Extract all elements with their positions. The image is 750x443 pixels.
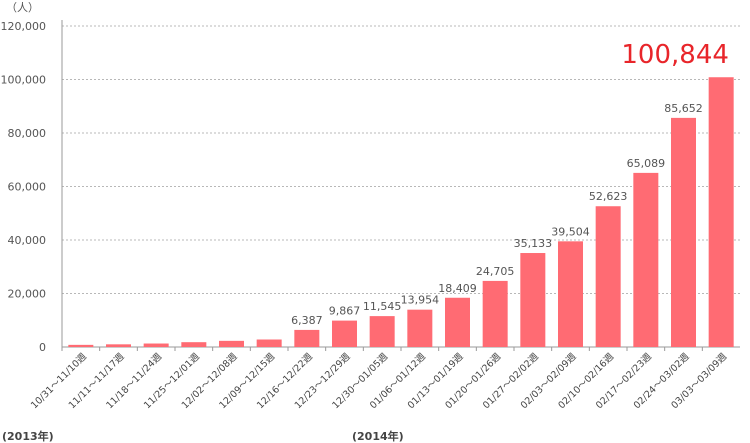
x-axis-ticks: 10/31～11/10週11/11～11/17週11/18～11/24週11/2…	[28, 347, 730, 411]
data-label: 65,089	[627, 157, 666, 170]
bar	[595, 206, 621, 347]
y-tick-label: 0	[39, 341, 46, 354]
data-label: 18,409	[438, 282, 477, 295]
bar	[482, 280, 508, 347]
y-tick-label: 20,000	[8, 288, 47, 301]
data-label: 52,623	[589, 190, 628, 203]
y-tick-label: 100,000	[1, 74, 47, 87]
highlight-data-label: 100,844	[621, 40, 729, 70]
bar	[294, 329, 320, 347]
data-label: 6,387	[291, 314, 323, 327]
bar	[671, 117, 696, 348]
bar	[332, 320, 357, 347]
bar	[369, 316, 395, 347]
y-axis-ticks: 0 20,000 40,000 60,000 80,000 100,000 120,000	[1, 20, 47, 354]
bar	[708, 77, 734, 347]
data-label: 11,545	[363, 300, 402, 313]
bar	[633, 172, 659, 347]
bar	[407, 309, 433, 347]
year-label-2014: (2014年)	[352, 429, 404, 443]
bar	[558, 241, 583, 347]
bar	[520, 253, 546, 347]
y-tick-label: 120,000	[1, 20, 47, 33]
data-label: 13,954	[401, 294, 440, 307]
y-tick-label: 40,000	[8, 234, 47, 247]
bar	[106, 344, 131, 347]
data-label: 35,133	[514, 237, 553, 250]
bar	[181, 342, 207, 347]
data-label: 85,652	[664, 102, 703, 115]
bars	[68, 77, 734, 348]
data-label: 39,504	[551, 225, 590, 238]
data-label: 24,705	[476, 265, 515, 278]
y-tick-label: 80,000	[8, 127, 47, 140]
bar	[219, 340, 244, 347]
y-unit-label: （人）	[6, 1, 39, 14]
year-label-2013: (2013年)	[2, 429, 54, 443]
bar	[68, 344, 94, 347]
bar	[143, 343, 169, 347]
y-tick-label: 60,000	[8, 181, 47, 194]
bar	[256, 339, 282, 347]
data-label: 9,867	[329, 305, 361, 318]
bar	[445, 297, 470, 347]
